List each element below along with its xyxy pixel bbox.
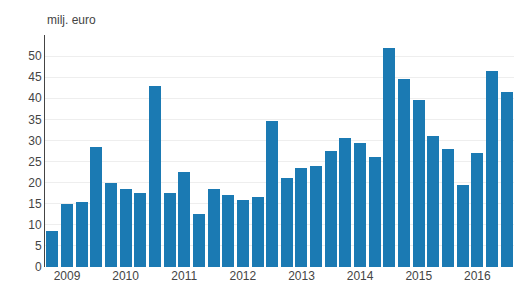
- svg-text:35: 35: [28, 113, 42, 127]
- svg-text:2010: 2010: [112, 269, 139, 283]
- svg-text:40: 40: [28, 91, 42, 105]
- svg-text:30: 30: [28, 134, 42, 148]
- svg-text:milj. euro: milj. euro: [47, 13, 96, 27]
- svg-text:25: 25: [28, 155, 42, 169]
- svg-text:15: 15: [28, 197, 42, 211]
- svg-text:2012: 2012: [230, 269, 257, 283]
- svg-text:2015: 2015: [405, 269, 432, 283]
- svg-text:10: 10: [28, 218, 42, 232]
- svg-text:45: 45: [28, 70, 42, 84]
- svg-text:2011: 2011: [171, 269, 197, 283]
- svg-text:2009: 2009: [54, 269, 81, 283]
- svg-text:50: 50: [28, 49, 42, 63]
- svg-text:0: 0: [35, 260, 42, 274]
- svg-text:20: 20: [28, 176, 42, 190]
- svg-text:2016: 2016: [464, 269, 491, 283]
- svg-text:5: 5: [35, 239, 42, 253]
- svg-text:2013: 2013: [288, 269, 315, 283]
- svg-text:2014: 2014: [347, 269, 374, 283]
